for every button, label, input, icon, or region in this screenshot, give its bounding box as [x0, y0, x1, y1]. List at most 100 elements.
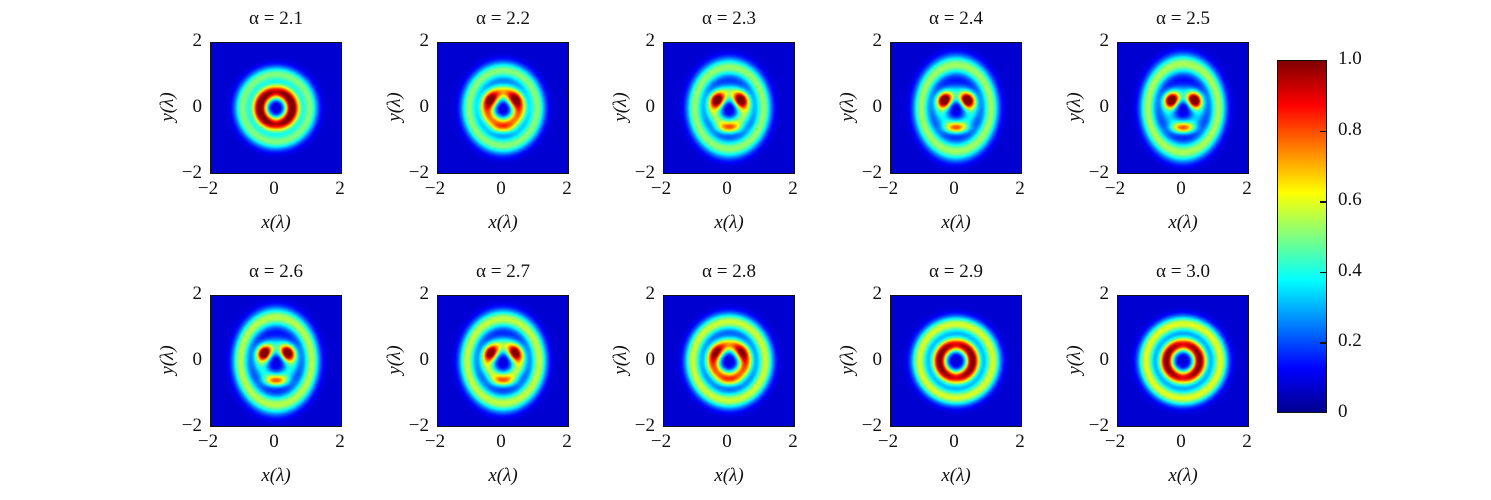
heatmap-panel: α = 2.7 2 0 −2 −2 0 2 x(λ) y(λ)	[384, 261, 572, 486]
x-axis-label: x(λ)	[941, 212, 971, 233]
x-tick-label: 0	[722, 431, 732, 452]
x-axis-label: x(λ)	[1168, 212, 1198, 233]
y-tick-label: −2	[181, 415, 202, 436]
y-tick-label: 0	[192, 96, 203, 117]
panel-title: α = 2.3	[702, 8, 756, 29]
y-tick-label: 2	[192, 283, 203, 304]
x-tick-label: −2	[424, 431, 446, 452]
x-tick-label: 2	[1015, 178, 1025, 199]
y-tick-label: −2	[861, 162, 882, 183]
heatmap-panel: α = 2.4 2 0 −2 −2 0 2 x(λ) y(λ)	[837, 8, 1025, 233]
x-axis-label: x(λ)	[941, 465, 971, 486]
colorbar-tick-label: 0.6	[1338, 189, 1362, 211]
x-tick-label: 2	[1015, 431, 1025, 452]
x-tick-label: −2	[1104, 431, 1126, 452]
y-tick-label: −2	[181, 162, 202, 183]
panel-title: α = 3.0	[1156, 261, 1210, 282]
heatmap-panel: α = 3.0 2 0 −2 −2 0 2 x(λ) y(λ)	[1064, 261, 1252, 486]
y-tick-label: 0	[419, 96, 430, 117]
x-axis-label: x(λ)	[714, 212, 744, 233]
x-tick-label: 2	[1242, 178, 1252, 199]
colorbar-tick-label: 1.0	[1338, 48, 1362, 69]
y-tick-label: 2	[419, 30, 430, 51]
y-axis-label: y(λ)	[157, 92, 178, 122]
x-axis-label: x(λ)	[261, 212, 291, 233]
y-tick-label: 2	[645, 30, 656, 51]
heatmap-image	[210, 295, 342, 427]
heatmap-image	[890, 295, 1022, 427]
x-axis-label: x(λ)	[1168, 465, 1198, 486]
y-tick-label: −2	[408, 415, 429, 436]
y-axis-label: y(λ)	[610, 345, 631, 375]
colorbar	[1277, 60, 1327, 413]
x-tick-label: 0	[1176, 178, 1186, 199]
y-tick-label: −2	[634, 162, 655, 183]
y-tick-label: 0	[645, 349, 656, 370]
x-tick-label: 2	[788, 178, 798, 199]
x-tick-label: −2	[197, 431, 219, 452]
y-tick-label: 2	[1099, 30, 1110, 51]
heatmap-image	[663, 295, 795, 427]
x-tick-label: 0	[269, 431, 279, 452]
colorbar-tick-label: 0.8	[1338, 118, 1362, 140]
panel-title: α = 2.6	[249, 261, 303, 282]
colorbar-tick-label: 0.2	[1338, 330, 1362, 352]
x-tick-label: 0	[269, 178, 279, 199]
x-tick-label: 2	[562, 178, 572, 199]
y-tick-label: 0	[645, 96, 656, 117]
x-tick-label: 2	[335, 178, 345, 199]
panel-title: α = 2.7	[476, 261, 530, 282]
heatmap-image	[890, 42, 1022, 174]
heatmap-panel: α = 2.8 2 0 −2 −2 0 2 x(λ) y(λ)	[610, 261, 798, 486]
heatmap-panel: α = 2.2 2 0 −2 −2 0 2 x(λ) y(λ)	[384, 8, 572, 233]
colorbar-tick-label: 0.4	[1338, 259, 1362, 281]
heatmap-panel: α = 2.3 2 0 −2 −2 0 2 x(λ) y(λ)	[610, 8, 798, 233]
x-tick-label: 2	[562, 431, 572, 452]
y-tick-label: 2	[872, 283, 883, 304]
colorbar-tick-mark	[1320, 201, 1327, 203]
y-tick-label: −2	[861, 415, 882, 436]
x-tick-label: 0	[1176, 431, 1186, 452]
heatmap-panel: α = 2.1 2 0 −2 −2 0 2 x(λ) y(λ)	[157, 8, 345, 233]
y-tick-label: −2	[408, 162, 429, 183]
panel-title: α = 2.9	[929, 261, 983, 282]
heatmap-image	[437, 42, 569, 174]
x-tick-label: 0	[496, 431, 506, 452]
colorbar-tick-mark	[1320, 271, 1327, 274]
y-tick-label: 0	[419, 349, 430, 370]
heatmap-panel: α = 2.6 2 0 −2 −2 0 2 x(λ) y(λ)	[157, 261, 345, 486]
x-tick-label: 0	[949, 178, 959, 199]
x-tick-label: 0	[722, 178, 732, 199]
y-tick-label: 0	[1099, 349, 1110, 370]
y-tick-label: 2	[1099, 283, 1110, 304]
y-tick-label: 2	[419, 283, 430, 304]
heatmap-image	[210, 42, 342, 174]
y-axis-label: y(λ)	[1064, 92, 1085, 122]
x-axis-label: x(λ)	[488, 212, 518, 233]
heatmap-image	[1117, 42, 1249, 174]
y-tick-label: 2	[645, 283, 656, 304]
y-axis-label: y(λ)	[837, 345, 858, 375]
x-axis-label: x(λ)	[488, 465, 518, 486]
x-tick-label: −2	[650, 178, 672, 199]
heatmap-image	[663, 42, 795, 174]
colorbar-tick-label: 0	[1338, 401, 1348, 422]
x-tick-label: 0	[496, 178, 506, 199]
y-tick-label: 0	[872, 349, 883, 370]
heatmap-panel: α = 2.5 2 0 −2 −2 0 2 x(λ) y(λ)	[1064, 8, 1252, 233]
x-axis-label: x(λ)	[714, 465, 744, 486]
x-tick-label: −2	[877, 178, 899, 199]
heatmap-image	[437, 295, 569, 427]
y-tick-label: 0	[192, 349, 203, 370]
panel-title: α = 2.4	[929, 8, 983, 29]
colorbar-tick-mark	[1320, 342, 1327, 344]
y-tick-label: 2	[192, 30, 203, 51]
panel-title: α = 2.1	[249, 8, 303, 29]
y-axis-label: y(λ)	[157, 345, 178, 375]
heatmap-panel: α = 2.9 2 0 −2 −2 0 2 x(λ) y(λ)	[837, 261, 1025, 486]
y-tick-label: −2	[634, 415, 655, 436]
y-tick-label: −2	[1088, 162, 1109, 183]
x-tick-label: 0	[949, 431, 959, 452]
x-tick-label: −2	[197, 178, 219, 199]
y-tick-label: 0	[872, 96, 883, 117]
